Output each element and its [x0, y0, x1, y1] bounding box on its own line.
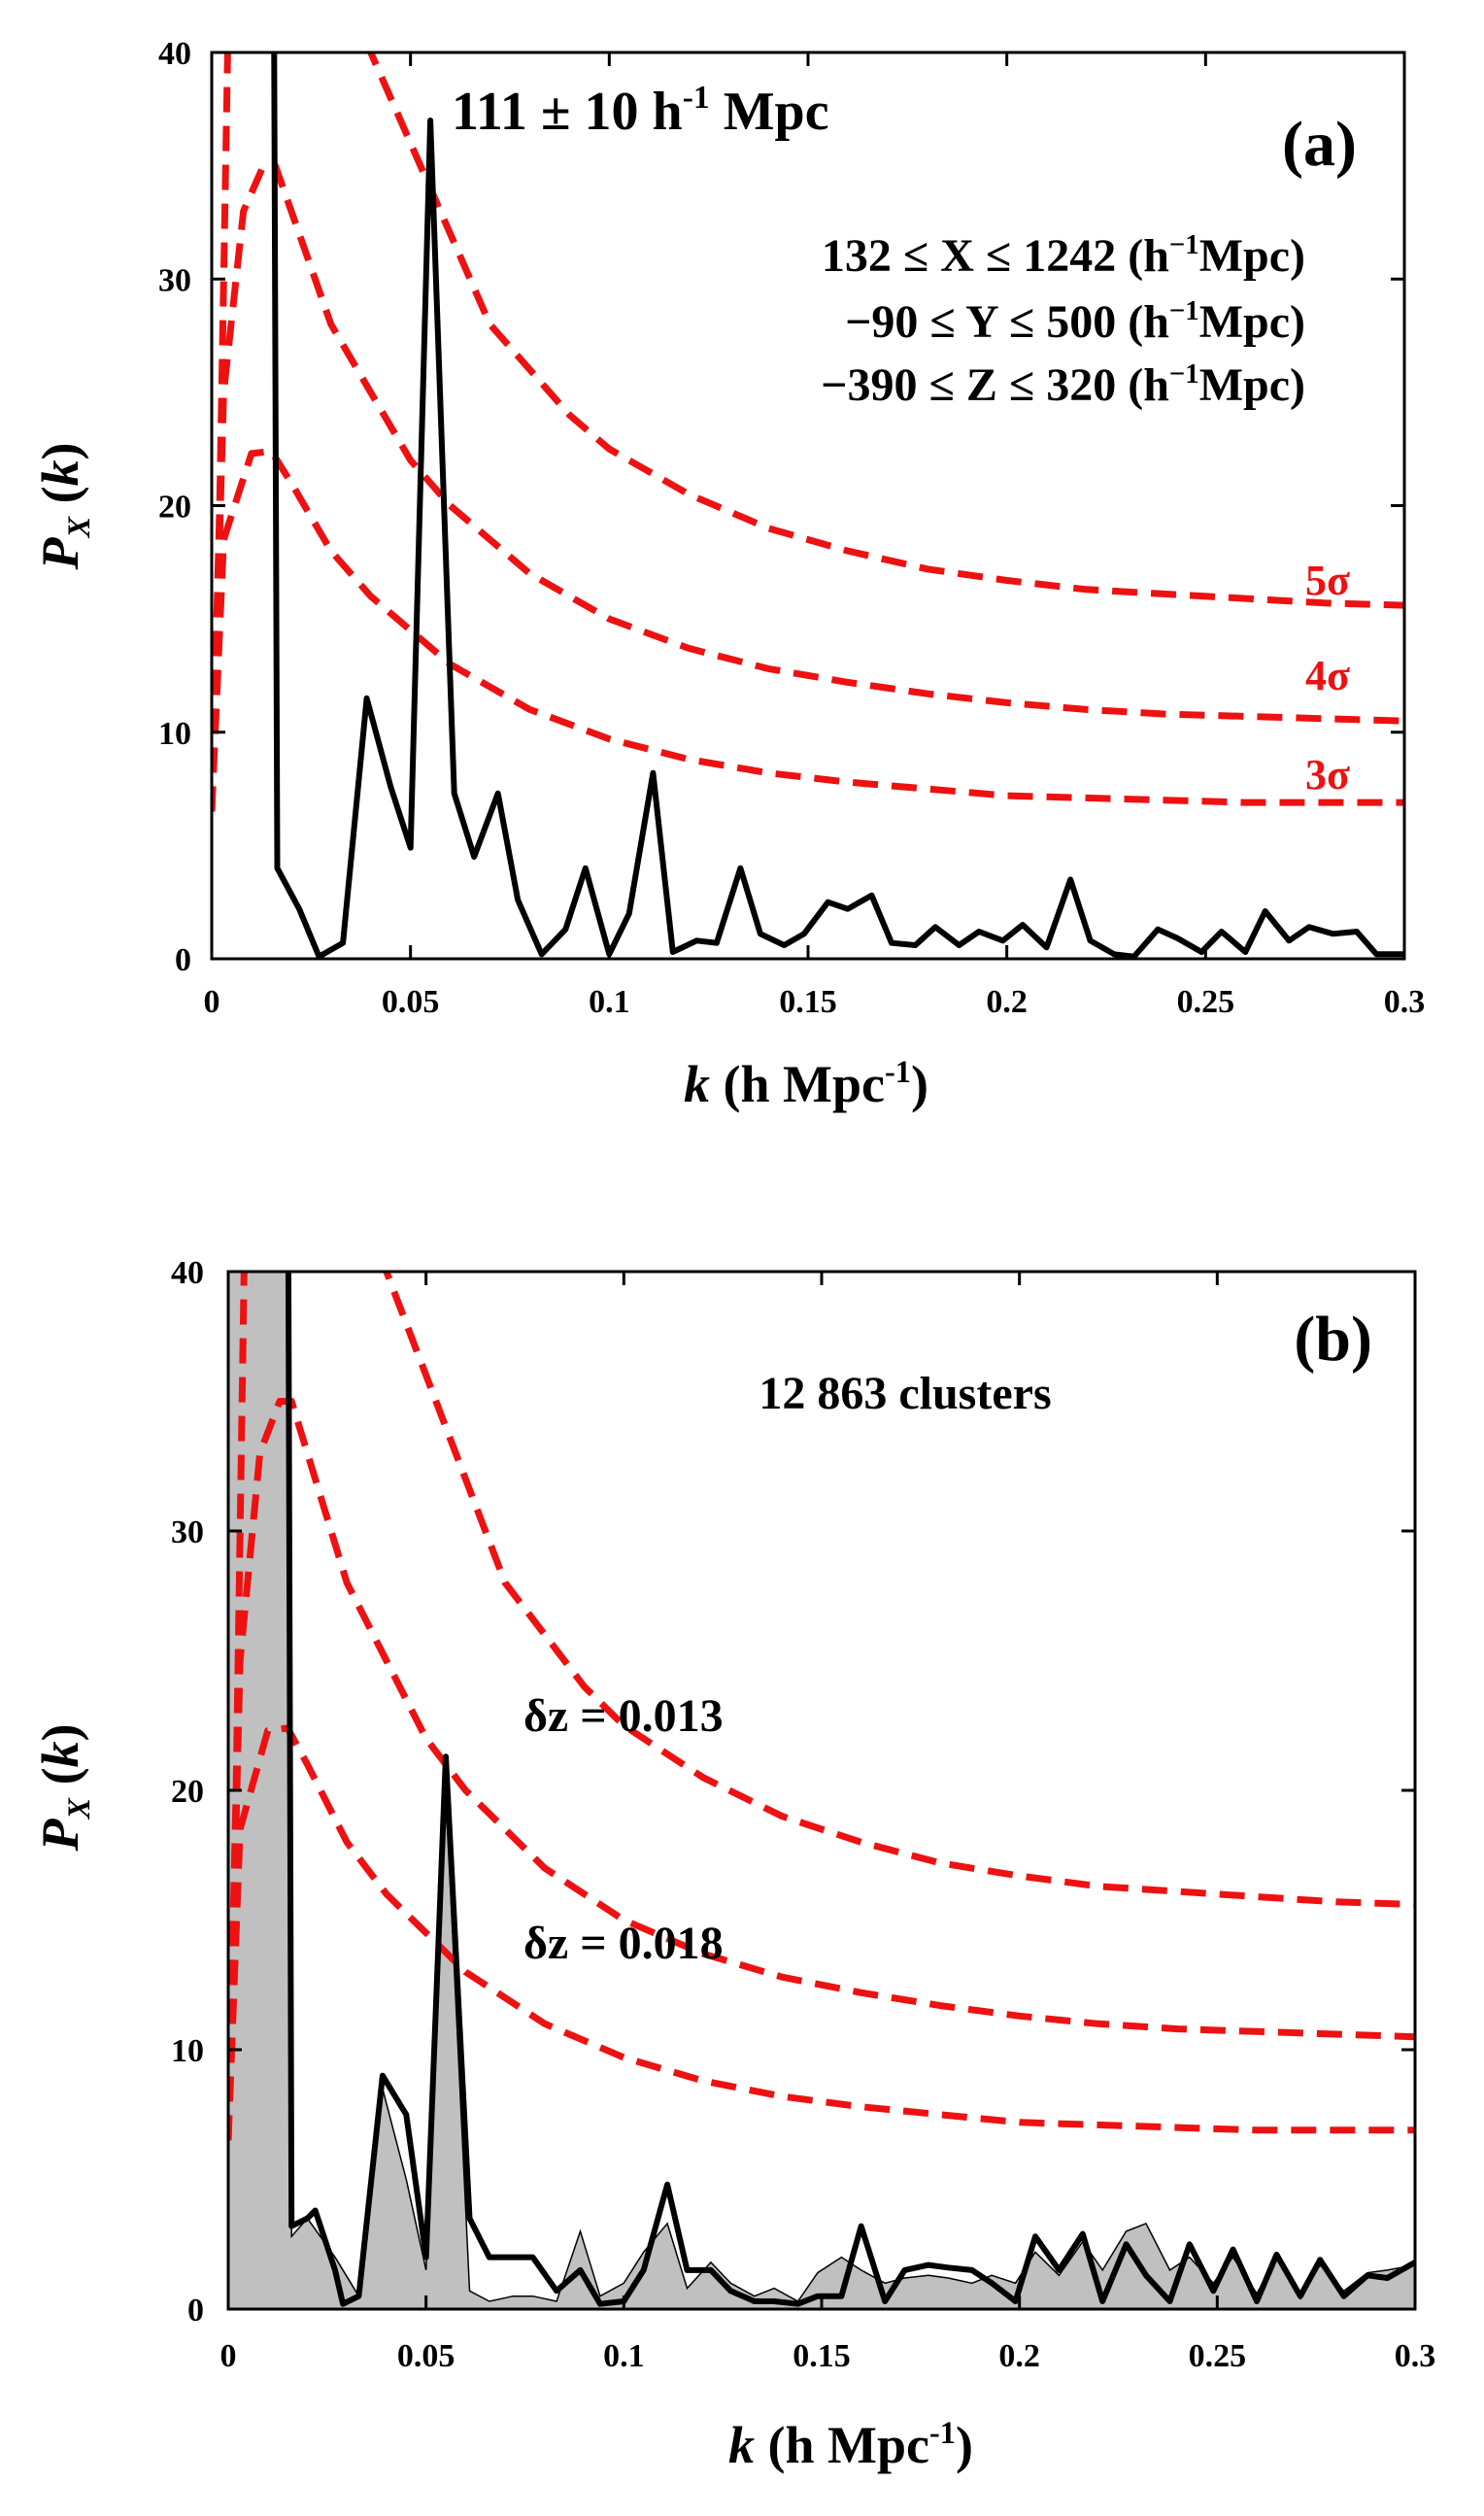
range: −90 ≤ Y ≤ 500 (h−1Mpc) [845, 295, 1305, 348]
x-tick-label: 0.15 [793, 2338, 851, 2374]
spectrum-line [271, 52, 1404, 959]
range: −390 ≤ Z ≤ 320 (h−1Mpc) [821, 358, 1305, 411]
x-tick-label: 0.3 [1384, 984, 1426, 1020]
x-axis-label: k (h Mpc-1) [728, 2416, 973, 2474]
threshold-line [212, 52, 1404, 812]
series-label: 5σ [1305, 557, 1350, 604]
y-axis-label: PX (k) [31, 1723, 97, 1852]
spectrum-line [285, 1272, 1415, 2307]
note: δz = 0.013 [523, 1690, 724, 1742]
panel-a: 0 0.05 0.1 0.15 0.2 0.25 0.3 0 10 20 30 40 [158, 36, 1426, 1020]
x-tick-label: 0.1 [589, 984, 630, 1020]
x-tick-label: 0.15 [779, 984, 837, 1020]
y-tick-label: 10 [158, 716, 191, 752]
x-tick-label: 0.1 [603, 2338, 645, 2374]
x-tick-label: 0.2 [986, 984, 1028, 1020]
x-tick-label: 0.25 [1189, 2338, 1247, 2374]
y-tick-label: 30 [171, 1514, 204, 1550]
threshold-line [228, 1272, 1415, 2141]
x-tick-label: 0 [204, 984, 220, 1020]
plot-frame [226, 1270, 1417, 2311]
x-tick-label: 0.05 [397, 2338, 455, 2374]
x-tick-label: 0.25 [1177, 984, 1235, 1020]
threshold-line [228, 1724, 1415, 2141]
threshold-line [212, 448, 1404, 812]
threshold-line [228, 1398, 1415, 2141]
series-label: 3σ [1305, 751, 1350, 799]
x-tick-label: 0.2 [998, 2338, 1040, 2374]
y-tick-label: 40 [158, 36, 191, 72]
annotation: 12 863 clusters [759, 1368, 1051, 1419]
threshold-line [212, 162, 1404, 812]
panel-label: (a) [1282, 109, 1357, 180]
x-axis-label: k (h Mpc-1) [684, 1055, 928, 1113]
panel-b: 0 0.05 0.1 0.15 0.2 0.25 0.3 0 10 20 30 40 [171, 1255, 1436, 2374]
note: δz = 0.018 [523, 1918, 724, 1969]
series-label: 4σ [1305, 652, 1350, 699]
x-tick-label: 0.05 [382, 984, 440, 1020]
panel-label: (b) [1294, 1304, 1372, 1375]
y-tick-label: 0 [187, 2293, 204, 2329]
annotation: 111 ± 10 h-1 Mpc [452, 80, 829, 142]
plot-area [212, 52, 1404, 959]
plot-frame [210, 51, 1406, 961]
range: 132 ≤ X ≤ 1242 (h−1Mpc) [822, 229, 1305, 282]
x-tick-label: 0 [220, 2338, 237, 2374]
plot-area [228, 1272, 1415, 2309]
y-tick-label: 30 [158, 262, 191, 298]
y-tick-label: 0 [175, 942, 191, 978]
y-tick-label: 20 [158, 490, 191, 526]
y-tick-label: 40 [171, 1255, 204, 1291]
x-tick-label: 0.3 [1395, 2338, 1436, 2374]
y-tick-label: 20 [171, 1774, 204, 1810]
y-axis-label: PX (k) [31, 442, 97, 570]
y-tick-label: 10 [171, 2033, 204, 2069]
